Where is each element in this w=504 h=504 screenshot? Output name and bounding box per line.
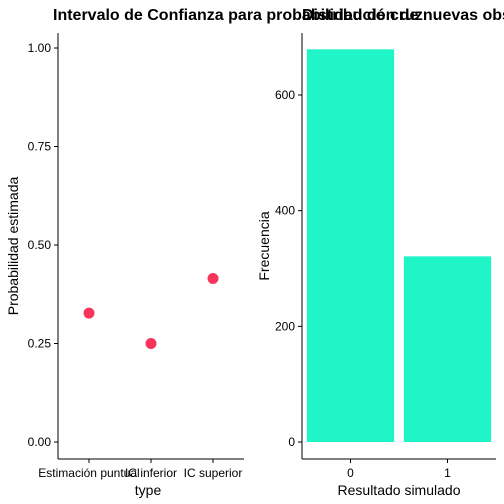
scatter-x-tick-label: IC superior [184, 466, 243, 480]
scatter-y-tick-label: 0.25 [28, 337, 52, 351]
bar-y-axis-label: Frecuencia [256, 211, 272, 280]
scatter-y-tick-label: 0.75 [28, 140, 52, 154]
scatter-points [83, 272, 219, 349]
bar-title: Distribución de nuevas observaciones [302, 7, 504, 24]
scatter-point [207, 272, 219, 284]
scatter-x-axis-label: type [135, 482, 162, 498]
bar [306, 49, 395, 442]
bar-y-tick-label: 400 [275, 204, 295, 218]
scatter-y-tick-label: 1.00 [28, 41, 52, 55]
scatter-x-tick-label: IC inferior [125, 466, 177, 480]
bar-x-axis-label: Resultado simulado [338, 482, 461, 498]
bar-y-tick-label: 0 [288, 435, 295, 449]
scatter-x-tick-label: Estimación puntual [38, 466, 139, 480]
bar-y-tick-label: 600 [275, 88, 295, 102]
bar-x-tick-label: 1 [444, 466, 451, 480]
bar-y-ticks: 0 200 400 600 [275, 88, 302, 449]
bar-panel: Distribución de nuevas observaciones Fre… [256, 7, 504, 498]
scatter-panel: Intervalo de Confianza para probabilidad… [5, 7, 423, 498]
scatter-y-ticks: 0.00 0.25 0.50 0.75 1.00 [28, 41, 58, 449]
scatter-point [83, 307, 95, 319]
scatter-title: Intervalo de Confianza para probabilidad… [53, 7, 423, 24]
scatter-y-tick-label: 0.50 [28, 238, 52, 252]
bar [403, 256, 492, 442]
scatter-y-axis-label: Probabilidad estimada [5, 177, 21, 316]
bar-y-tick-label: 200 [275, 319, 295, 333]
bar-x-tick-label: 0 [347, 466, 354, 480]
scatter-point [145, 338, 157, 349]
scatter-y-tick-label: 0.00 [28, 435, 52, 449]
bar-marks [306, 49, 492, 442]
